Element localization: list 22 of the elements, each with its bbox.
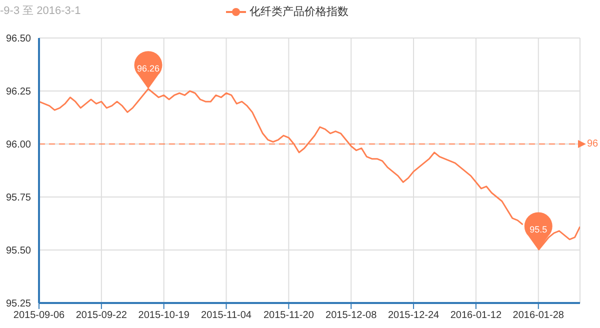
y-tick-label: 96.00 — [6, 140, 32, 151]
pin-marker: 95.5 — [524, 212, 552, 250]
y-tick-label: 95.25 — [6, 298, 32, 310]
annotation: 96.26 — [136, 63, 160, 74]
x-tick-label: 2015-11-20 — [263, 310, 314, 322]
x-tick-label: 2015-09-06 — [13, 310, 66, 322]
x-tick-label: 2015-12-24 — [388, 310, 440, 322]
x-tick-label: 2015-10-19 — [138, 310, 190, 322]
chart-subtitle: -9-3 至 2016-3-1 — [0, 4, 81, 18]
x-tick-label: 2015-12-08 — [326, 310, 378, 322]
x-tick-label: 2015-09-22 — [76, 310, 128, 322]
x-tick-label: 2015-11-04 — [201, 310, 252, 322]
y-tick-label: 96.25 — [6, 86, 32, 98]
y-tick-label: 95.75 — [6, 192, 32, 204]
x-tick-label: 2016-01-28 — [512, 310, 564, 322]
y-tick-label: 96.50 — [6, 34, 32, 45]
x-tick-label: 2016-01-12 — [450, 310, 502, 322]
ref-line-label: 96 — [587, 138, 599, 150]
pin-marker: 96.26 — [134, 51, 162, 89]
annotation: 95.5 — [530, 224, 548, 234]
y-tick-label: 95.50 — [6, 246, 32, 257]
legend-label: 化纤类产品价格指数 — [248, 4, 348, 19]
